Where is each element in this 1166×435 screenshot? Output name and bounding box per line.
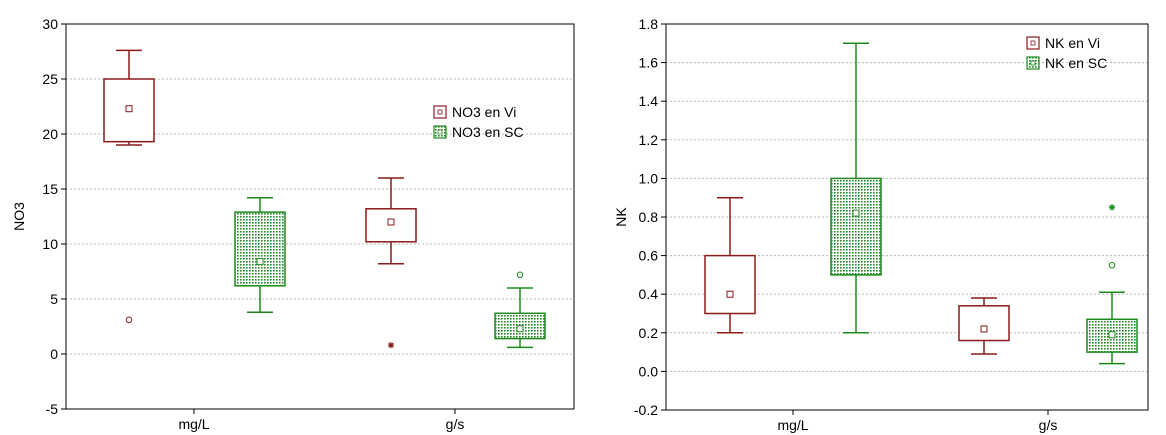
- median-marker: [852, 209, 860, 217]
- legend-label: NK en Vi: [1045, 35, 1100, 51]
- x-tick-label: mg/L: [178, 416, 209, 432]
- box-iqr: [830, 177, 882, 276]
- box-nk-en-vi-mgL: [704, 196, 756, 334]
- x-tick-label: g/s: [446, 416, 465, 432]
- y-tick-label: 0: [50, 346, 58, 362]
- y-tick-label: 20: [42, 126, 58, 142]
- y-tick-label: 10: [42, 236, 58, 252]
- legend-label: NO3 en Vi: [452, 104, 516, 120]
- y-tick-label: 1.4: [639, 93, 659, 109]
- median-marker: [387, 218, 395, 226]
- box-nk-en-sc-gs: [1086, 204, 1138, 365]
- extreme-point: [388, 342, 394, 349]
- y-tick-label: 1.0: [639, 170, 659, 186]
- outlier-point: [516, 271, 524, 279]
- box-iqr: [958, 305, 1010, 342]
- legend-swatch-marker: [1030, 40, 1036, 46]
- box-no3-en-vi-mgL: [103, 49, 155, 324]
- y-axis-label: NO3: [11, 202, 27, 231]
- y-tick-label: 0.4: [639, 286, 659, 302]
- box-iqr: [234, 211, 286, 287]
- box-nk-en-sc-mgL: [830, 42, 882, 334]
- box-no3-en-sc-mgL: [234, 197, 286, 313]
- median-marker: [980, 325, 988, 333]
- extreme-stroke: [1109, 204, 1115, 211]
- median-marker: [516, 325, 524, 333]
- y-tick-label: 0.6: [639, 248, 659, 264]
- legend-swatch-marker: [437, 109, 443, 115]
- legend: NK en Vi NK en SC: [1026, 35, 1107, 71]
- y-tick-label: -5: [46, 401, 59, 417]
- y-tick-label: 0.0: [639, 363, 659, 379]
- box-no3-en-vi-gs: [365, 177, 417, 349]
- legend-swatch-marker: [1030, 60, 1036, 66]
- median-marker: [726, 290, 734, 298]
- y-tick-label: 30: [42, 16, 58, 32]
- y-tick-label: 5: [50, 291, 58, 307]
- median-marker: [125, 105, 133, 113]
- y-tick-label: 1.6: [639, 55, 659, 71]
- outlier-point: [125, 316, 133, 324]
- y-tick-label: 1.8: [639, 16, 659, 32]
- extreme-point: [1109, 204, 1115, 211]
- y-tick-label: -0.2: [634, 402, 658, 418]
- box-iqr: [704, 254, 756, 315]
- x-tick-label: g/s: [1039, 417, 1058, 433]
- y-axis-label: NK: [613, 207, 629, 227]
- y-tick-label: 1.2: [639, 132, 659, 148]
- extreme-stroke: [388, 342, 394, 348]
- y-tick-label: 0.8: [639, 209, 659, 225]
- y-tick-label: 0.2: [639, 325, 659, 341]
- box-nk-en-vi-gs: [958, 297, 1010, 355]
- plot-frame: [65, 23, 575, 410]
- box-no3-en-sc-gs: [494, 271, 546, 349]
- x-tick-label: mg/L: [777, 417, 808, 433]
- legend-label: NO3 en SC: [452, 124, 524, 140]
- legend: NO3 en Vi NO3 en SC: [433, 104, 524, 140]
- median-marker: [1108, 331, 1116, 339]
- chart-panel-2: -0.2 0.0 0.2 0.4 0.6 0.8 1.0 1.2 1.4 1.6 1.8 NK mg/L…: [613, 16, 1149, 433]
- y-tick-label: 25: [42, 71, 58, 87]
- legend-swatch-marker: [437, 129, 443, 135]
- outlier-point: [1108, 261, 1116, 269]
- median-marker: [256, 258, 264, 266]
- legend-label: NK en SC: [1045, 55, 1107, 71]
- y-tick-label: 15: [42, 181, 58, 197]
